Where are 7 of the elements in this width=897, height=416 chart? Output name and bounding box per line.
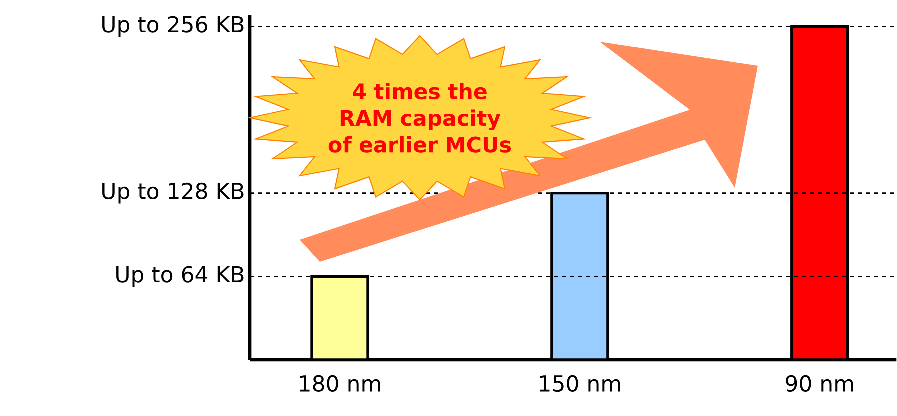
x-tick-label: 90 nm (786, 375, 854, 392)
ref-line-label: Up to 128 KB (102, 182, 244, 204)
annotation: 4 times the RAM capacity of earlier MCUs (328, 83, 512, 153)
ref-line-label: Up to 64 KB (116, 266, 244, 288)
ref-line-label: Up to 256 KB (102, 16, 244, 38)
x-tick-label: 180 nm (300, 375, 380, 392)
x-tick-label: 150 nm (540, 375, 620, 392)
